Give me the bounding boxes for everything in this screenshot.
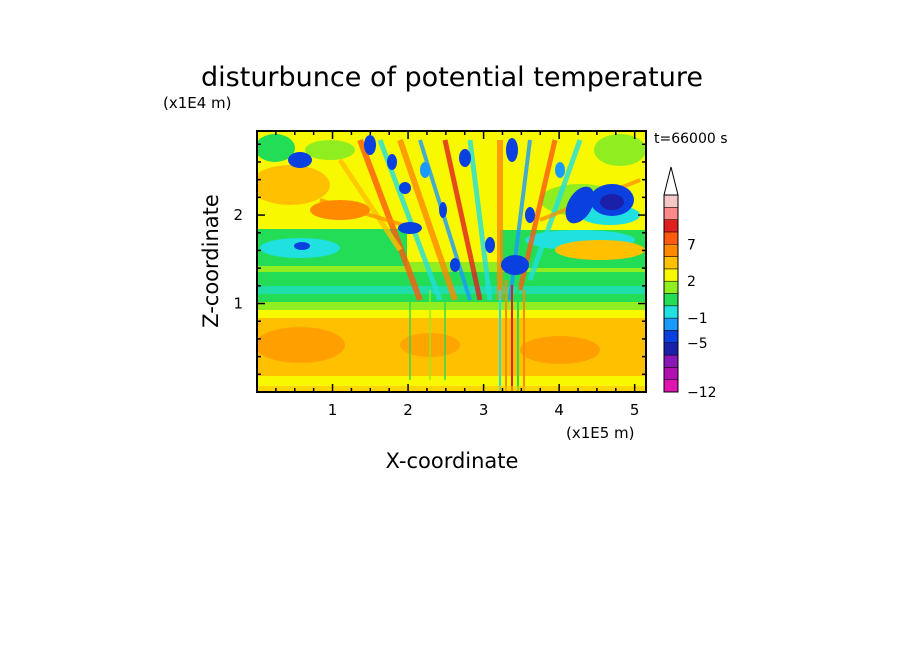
colorbar-label: −5 bbox=[687, 336, 708, 352]
upper-warm-patch bbox=[310, 200, 370, 220]
colorbar-swatch bbox=[663, 244, 679, 257]
contour-field bbox=[257, 131, 646, 392]
surface-strip bbox=[257, 386, 646, 392]
colorbar-extend-arrow bbox=[663, 166, 679, 196]
colorbar-swatch bbox=[663, 280, 679, 294]
x-tick-label: 1 bbox=[328, 401, 338, 419]
y-axis: 12 bbox=[233, 143, 646, 376]
upper-warm-patch bbox=[555, 240, 645, 260]
chart-title: disturbunce of potential temperature bbox=[201, 62, 703, 93]
warm-blob bbox=[257, 327, 345, 363]
x-axis-label: X-coordinate bbox=[386, 449, 519, 473]
colorbar-swatch bbox=[663, 367, 679, 380]
colorbar-swatch bbox=[663, 330, 679, 343]
colorbar-swatch bbox=[663, 317, 679, 331]
y-unit-label: (x1E4 m) bbox=[163, 94, 232, 112]
colorbar-swatch bbox=[663, 354, 679, 368]
cold-cells bbox=[288, 135, 634, 275]
colorbar-swatch bbox=[663, 293, 679, 307]
y-axis-label: Z-coordinate bbox=[199, 194, 223, 328]
upper-warm-patch bbox=[257, 165, 330, 205]
warm-blob bbox=[520, 336, 600, 364]
upper-green-patch bbox=[305, 140, 355, 160]
x-tick-label: 5 bbox=[630, 401, 640, 419]
colorbar-swatch bbox=[663, 342, 679, 356]
x-tick-label: 2 bbox=[403, 401, 413, 419]
y-tick-label: 1 bbox=[233, 295, 243, 313]
x-axis: 1 2 3 4 5 bbox=[275, 131, 640, 419]
colorbar-swatch bbox=[663, 231, 679, 245]
plume-column bbox=[409, 280, 525, 392]
colorbar-swatch bbox=[663, 194, 679, 208]
colorbar-swatch bbox=[663, 379, 679, 393]
x-tick-label: 3 bbox=[479, 401, 489, 419]
plot-frame bbox=[256, 130, 647, 393]
upper-green-patch bbox=[257, 134, 295, 162]
colorbar-swatch bbox=[663, 268, 679, 282]
colorbar-swatch bbox=[663, 256, 679, 270]
time-label: t=66000 s bbox=[654, 131, 728, 147]
colorbar-swatch bbox=[663, 219, 679, 233]
colorbar-swatch bbox=[663, 305, 679, 319]
upper-green-patch bbox=[594, 134, 646, 166]
colorbar-swatch bbox=[663, 207, 679, 220]
colorbar-label: 2 bbox=[687, 274, 696, 290]
colorbar-frame bbox=[663, 194, 679, 393]
colorbar-label: −1 bbox=[687, 311, 708, 327]
colorbar: −12−5−127 bbox=[663, 166, 717, 401]
x-tick-label: 4 bbox=[554, 401, 564, 419]
y-tick-label: 2 bbox=[233, 206, 243, 224]
colorbar-label: 7 bbox=[687, 237, 696, 253]
x-unit-label: (x1E5 m) bbox=[566, 424, 635, 442]
colorbar-label: −12 bbox=[687, 385, 717, 401]
